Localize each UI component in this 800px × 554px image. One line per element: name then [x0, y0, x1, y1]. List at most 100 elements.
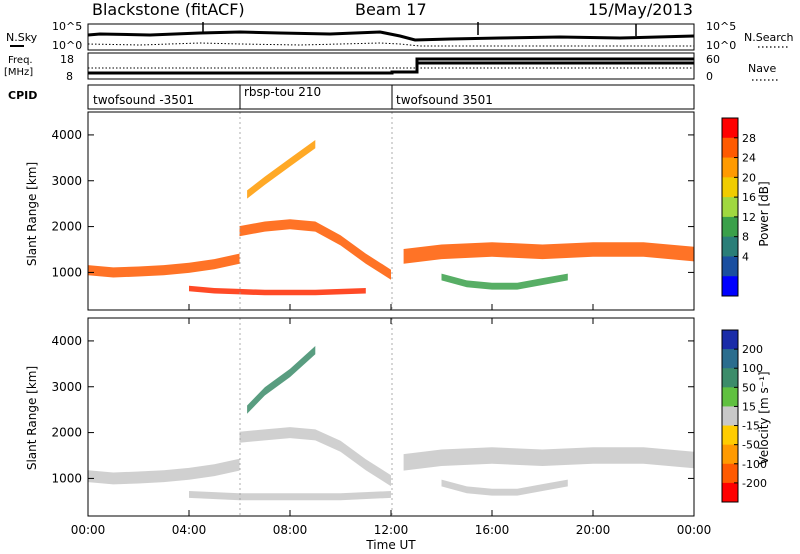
colorbar-tick-label: 100 — [742, 362, 763, 375]
colorbar-tick-label: 200 — [742, 343, 763, 356]
colorbar-segment — [722, 463, 738, 484]
y-tick-label: 1000 — [51, 265, 82, 279]
power-y-label: Slant Range [km] — [25, 162, 39, 266]
power-colorbar: 28 24 20 16 12 8 4 — [721, 117, 756, 297]
velocity-data — [88, 346, 694, 501]
colorbar-segment — [722, 236, 738, 257]
noise-right-label: N.Search — [744, 31, 794, 44]
velocity-colorbar-label: Velocity [m s⁻¹] — [757, 371, 771, 464]
band-1-3 — [189, 491, 391, 501]
colorbar-tick-label: 20 — [742, 171, 756, 184]
cpid-panel-frame — [87, 84, 695, 110]
cpid-segment-1: twofsound -3501 — [93, 93, 194, 107]
power-panel-bg — [88, 112, 694, 310]
velocity-y-ticks: 1000 2000 3000 4000 — [51, 334, 694, 485]
station-title: Blackstone (fitACF) — [92, 0, 245, 19]
power-data — [88, 140, 694, 296]
x-tick-label: 00:00 — [677, 523, 712, 537]
y-tick-label: 4000 — [51, 334, 82, 348]
y-tick-label: 4000 — [51, 128, 82, 142]
colorbar-frame — [721, 117, 739, 297]
x-tick-label: 20:00 — [576, 523, 611, 537]
band-0-2 — [247, 140, 316, 199]
y-tick-label: 2000 — [51, 426, 82, 440]
date-title: 15/May/2013 — [588, 0, 693, 19]
colorbar-tick-label: 4 — [742, 250, 749, 263]
colorbar-tick-label: -15 — [742, 420, 760, 433]
x-tick-label: 16:00 — [475, 523, 510, 537]
colorbar-segment — [722, 425, 738, 446]
noise-left-tick-bottom: 10^0 — [52, 39, 82, 52]
velocity-y-label: Slant Range [km] — [25, 366, 39, 470]
x-axis-label: Time UT — [365, 538, 416, 552]
colorbar-segment — [722, 368, 738, 388]
power-y-ticks: 1000 2000 3000 4000 — [51, 128, 694, 279]
velocity-colorbar: 200 100 50 15 -15 -50 -100 -200 — [721, 329, 767, 503]
noise-left-tick-top: 10^5 — [52, 20, 82, 33]
noise-right-tick-top: 10^5 — [706, 20, 736, 33]
colorbar-segment — [722, 216, 738, 238]
freq-left-tick-bottom: 8 — [66, 70, 73, 83]
y-tick-label: 2000 — [51, 220, 82, 234]
colorbar-tick-label: 28 — [742, 132, 756, 145]
freq-label-line2: [MHz] — [4, 67, 33, 78]
x-tick-label: 12:00 — [374, 523, 409, 537]
colorbar-tick-label: 50 — [742, 381, 756, 394]
colorbar-segment — [722, 118, 738, 139]
colorbar-tick-label: -200 — [742, 477, 767, 490]
colorbar-tick-label: 8 — [742, 231, 749, 244]
colorbar-segment — [722, 177, 738, 198]
band-0-5 — [441, 273, 568, 290]
y-tick-label: 3000 — [51, 174, 82, 188]
cpid-segment-3: twofsound 3501 — [396, 93, 493, 107]
x-axis-ticks: 00:00 04:00 08:00 12:00 16:00 20:00 00:00 — [71, 304, 712, 537]
band-1-2 — [247, 346, 316, 414]
freq-line — [88, 57, 694, 75]
colorbar-frame — [721, 329, 739, 503]
colorbar-segment — [722, 197, 738, 218]
freq-left-tick-top: 18 — [60, 53, 74, 66]
x-tick-label: 00:00 — [71, 523, 106, 537]
band-1-5 — [441, 479, 568, 496]
colorbar-tick-label: 15 — [742, 400, 756, 413]
colorbar-segment — [722, 137, 738, 159]
colorbar-tick-label: 24 — [742, 152, 756, 165]
colorbar-segment — [722, 157, 738, 178]
band-0-4 — [403, 242, 694, 264]
nave-label: Nave — [748, 62, 776, 75]
colorbar-segment — [722, 482, 738, 503]
colorbar-tick-label: -100 — [742, 458, 767, 471]
colorbar-tick-label: -50 — [742, 439, 760, 452]
colorbar-segment — [722, 256, 738, 277]
freq-right-tick-top: 60 — [706, 53, 720, 66]
cpid-segment-2: rbsp-tou 210 — [244, 85, 321, 99]
band-1-0 — [88, 458, 240, 485]
x-tick-label: 08:00 — [273, 523, 308, 537]
noise-sky-line — [87, 30, 695, 42]
band-0-1 — [239, 219, 391, 280]
x-tick-label: 04:00 — [172, 523, 207, 537]
band-1-4 — [403, 447, 694, 471]
noise-right-tick-bottom: 10^0 — [706, 39, 736, 52]
colorbar-segment — [722, 444, 738, 465]
colorbar-tick-label: 12 — [742, 211, 756, 224]
freq-label-line1: Freq. — [8, 55, 33, 66]
colorbar-segment — [722, 387, 738, 407]
band-0-0 — [88, 253, 240, 278]
colorbar-segment — [722, 406, 738, 427]
band-0-3 — [189, 285, 366, 296]
colorbar-segment — [722, 349, 738, 369]
cpid-label: CPID — [8, 89, 37, 102]
power-colorbar-label: Power [dB] — [757, 181, 771, 246]
beam-title: Beam 17 — [355, 0, 427, 19]
freq-right-tick-bottom: 0 — [706, 70, 713, 83]
y-tick-label: 1000 — [51, 471, 82, 485]
colorbar-segment — [722, 276, 738, 297]
band-1-1 — [239, 427, 391, 487]
velocity-panel-bg — [88, 318, 694, 516]
colorbar-segment — [722, 330, 738, 350]
noise-search-line — [87, 42, 694, 47]
y-tick-label: 3000 — [51, 380, 82, 394]
freq-panel-frame — [87, 52, 695, 80]
